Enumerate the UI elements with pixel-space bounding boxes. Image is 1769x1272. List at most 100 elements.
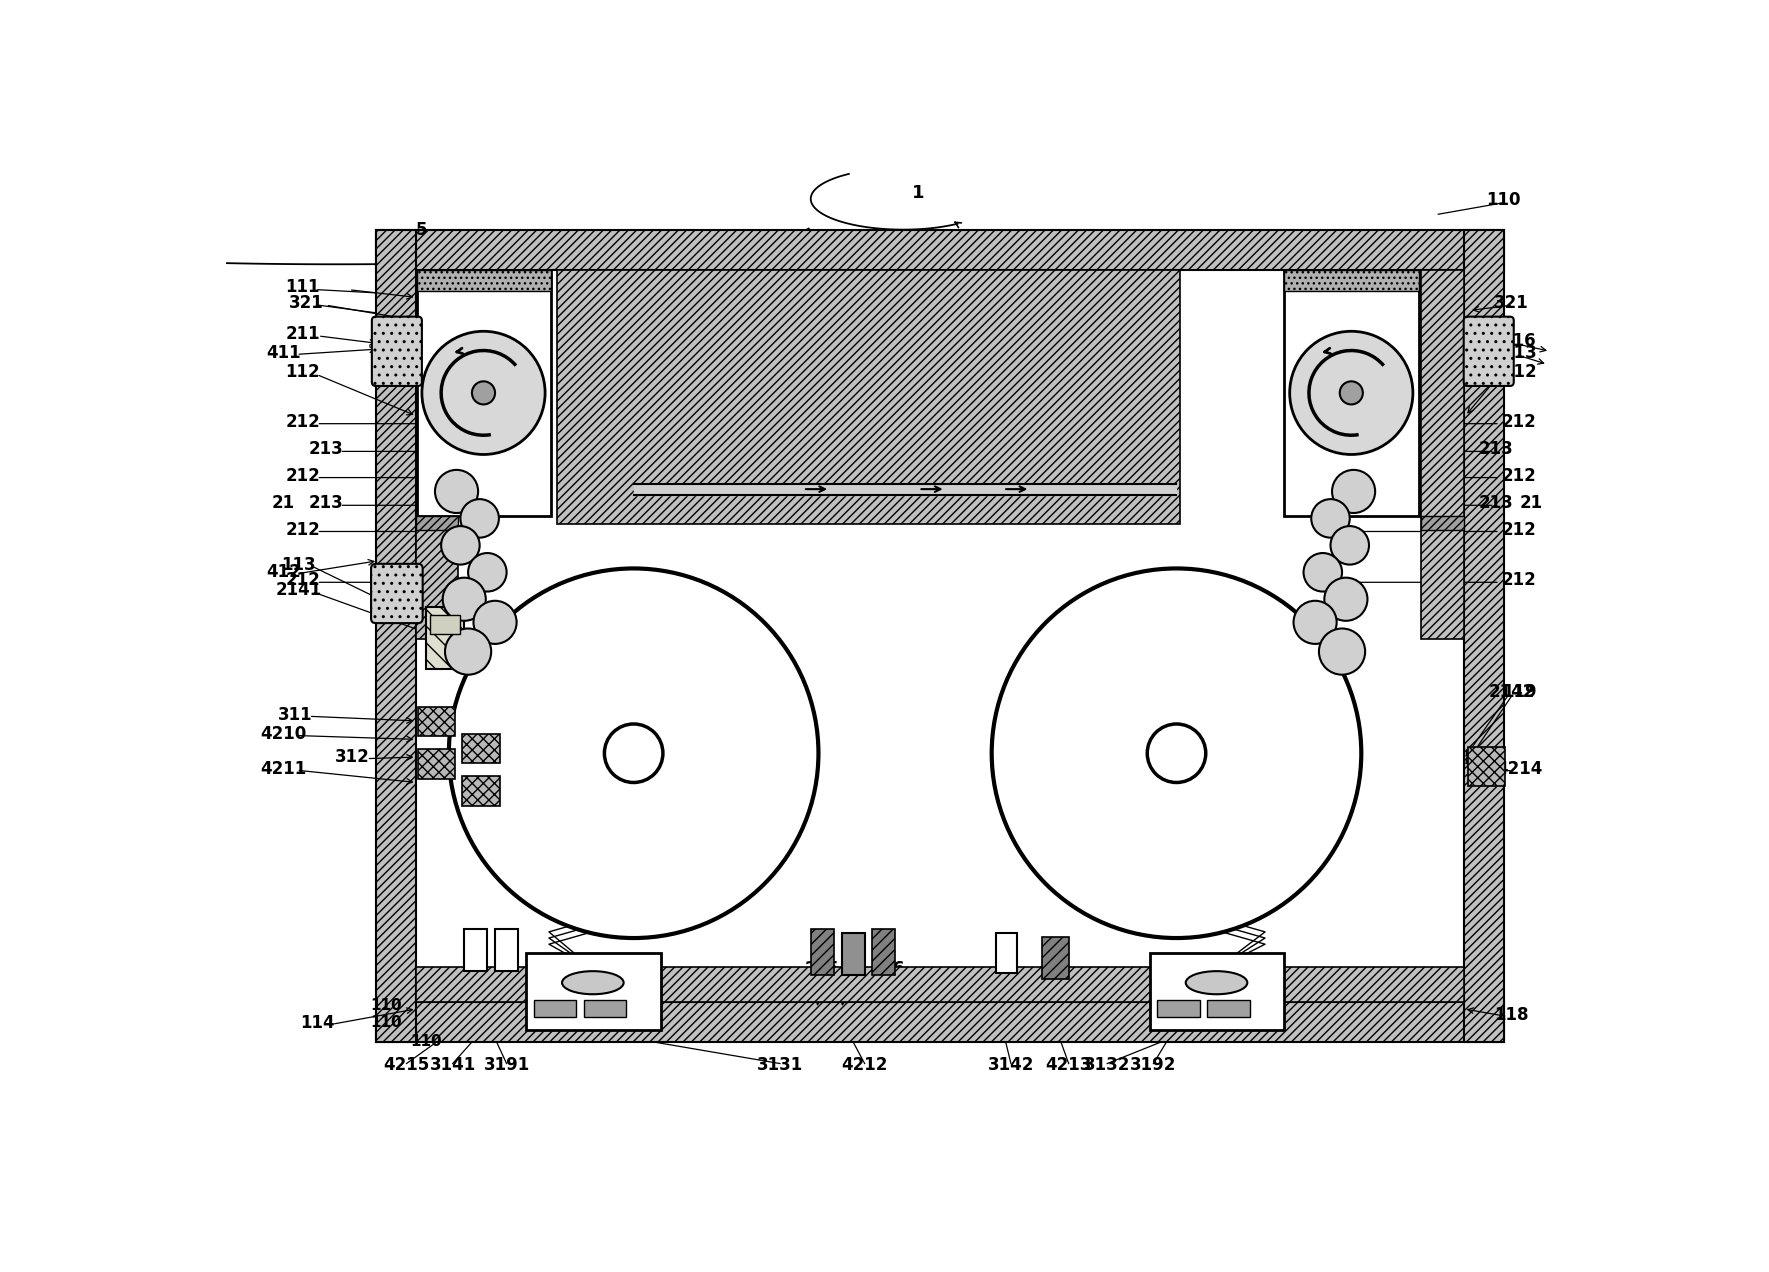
Text: 114: 114: [301, 1014, 336, 1032]
Bar: [1206, 1000, 1249, 1016]
Bar: [1157, 1000, 1199, 1016]
Bar: [633, 483, 1176, 495]
Text: 212: 212: [285, 522, 320, 539]
Circle shape: [1148, 724, 1206, 782]
Bar: [416, 270, 552, 516]
Circle shape: [440, 527, 479, 565]
Bar: [810, 929, 833, 976]
Text: 411: 411: [265, 343, 301, 361]
Text: 4210: 4210: [260, 725, 306, 743]
Text: 412: 412: [265, 563, 301, 581]
Text: 113: 113: [281, 556, 317, 574]
Text: 3131: 3131: [757, 1056, 803, 1074]
Text: 3192: 3192: [1130, 1056, 1176, 1074]
Bar: [416, 270, 1463, 1002]
Text: 215: 215: [897, 968, 932, 986]
Text: 110: 110: [370, 1015, 402, 1030]
Bar: [1468, 747, 1504, 786]
Text: 111: 111: [285, 279, 320, 296]
Bar: [842, 932, 865, 976]
Bar: [495, 929, 518, 971]
Text: 110: 110: [410, 1034, 442, 1049]
Text: 4214: 4214: [1497, 759, 1543, 777]
Circle shape: [1339, 382, 1362, 404]
Circle shape: [1330, 527, 1369, 565]
Text: 213: 213: [308, 494, 343, 513]
Circle shape: [442, 577, 486, 621]
Bar: [416, 270, 552, 291]
Bar: [375, 230, 416, 1042]
Text: 213: 213: [308, 440, 343, 458]
Text: 1: 1: [913, 183, 925, 202]
Circle shape: [1332, 469, 1375, 513]
Text: 116: 116: [870, 960, 906, 978]
Circle shape: [446, 628, 492, 674]
Text: 215: 215: [805, 960, 840, 978]
Bar: [1284, 270, 1419, 291]
Circle shape: [449, 569, 819, 937]
Text: 3142: 3142: [987, 1056, 1035, 1074]
Circle shape: [1311, 499, 1350, 538]
Circle shape: [474, 600, 517, 644]
Text: 119: 119: [1502, 683, 1537, 701]
Text: 3191: 3191: [483, 1056, 529, 1074]
Bar: [1421, 516, 1463, 530]
Bar: [462, 734, 501, 763]
Text: 312: 312: [334, 748, 370, 766]
Text: 212: 212: [1502, 413, 1537, 431]
FancyBboxPatch shape: [1463, 317, 1514, 385]
Bar: [525, 954, 660, 1030]
Bar: [416, 967, 1463, 1002]
Bar: [1150, 954, 1284, 1030]
Circle shape: [1304, 553, 1343, 591]
Text: 110: 110: [370, 999, 402, 1014]
Circle shape: [1320, 628, 1366, 674]
Circle shape: [992, 569, 1362, 937]
Bar: [430, 614, 460, 633]
Circle shape: [1290, 331, 1413, 454]
Bar: [417, 707, 455, 736]
Text: 112: 112: [285, 363, 320, 382]
Bar: [417, 749, 455, 778]
Bar: [375, 1002, 1504, 1042]
Text: 118: 118: [1495, 1006, 1528, 1024]
Text: 4213: 4213: [1045, 1056, 1091, 1074]
Text: 321: 321: [288, 294, 324, 312]
Bar: [872, 929, 895, 976]
Bar: [416, 270, 458, 640]
Bar: [1421, 270, 1463, 640]
Circle shape: [1325, 577, 1367, 621]
Circle shape: [435, 469, 478, 513]
Circle shape: [1293, 600, 1337, 644]
Text: 321: 321: [1495, 294, 1528, 312]
Text: 212: 212: [1502, 467, 1537, 485]
Text: 216: 216: [1502, 332, 1537, 350]
Circle shape: [469, 553, 506, 591]
Text: 413: 413: [1502, 343, 1537, 361]
Text: 2142: 2142: [1488, 683, 1535, 701]
Circle shape: [472, 382, 495, 404]
Text: 311: 311: [278, 706, 311, 724]
Bar: [996, 932, 1017, 973]
Circle shape: [421, 331, 545, 454]
Text: 2141: 2141: [276, 581, 322, 599]
Circle shape: [460, 499, 499, 538]
FancyBboxPatch shape: [371, 563, 423, 623]
Text: 321: 321: [828, 968, 863, 986]
Text: 213: 213: [1479, 440, 1514, 458]
Text: 21: 21: [272, 494, 295, 513]
Circle shape: [605, 724, 663, 782]
Bar: [534, 1000, 577, 1016]
Bar: [584, 1000, 626, 1016]
Text: 211: 211: [285, 324, 320, 342]
Ellipse shape: [1185, 971, 1247, 995]
Text: 21: 21: [1520, 494, 1543, 513]
Text: 4215: 4215: [384, 1056, 430, 1074]
Text: 4211: 4211: [260, 759, 306, 777]
Text: 212: 212: [285, 467, 320, 485]
Text: 5: 5: [416, 220, 428, 239]
Text: 212: 212: [285, 571, 320, 589]
Text: 213: 213: [1479, 494, 1514, 513]
Ellipse shape: [563, 971, 624, 995]
Bar: [426, 607, 463, 669]
